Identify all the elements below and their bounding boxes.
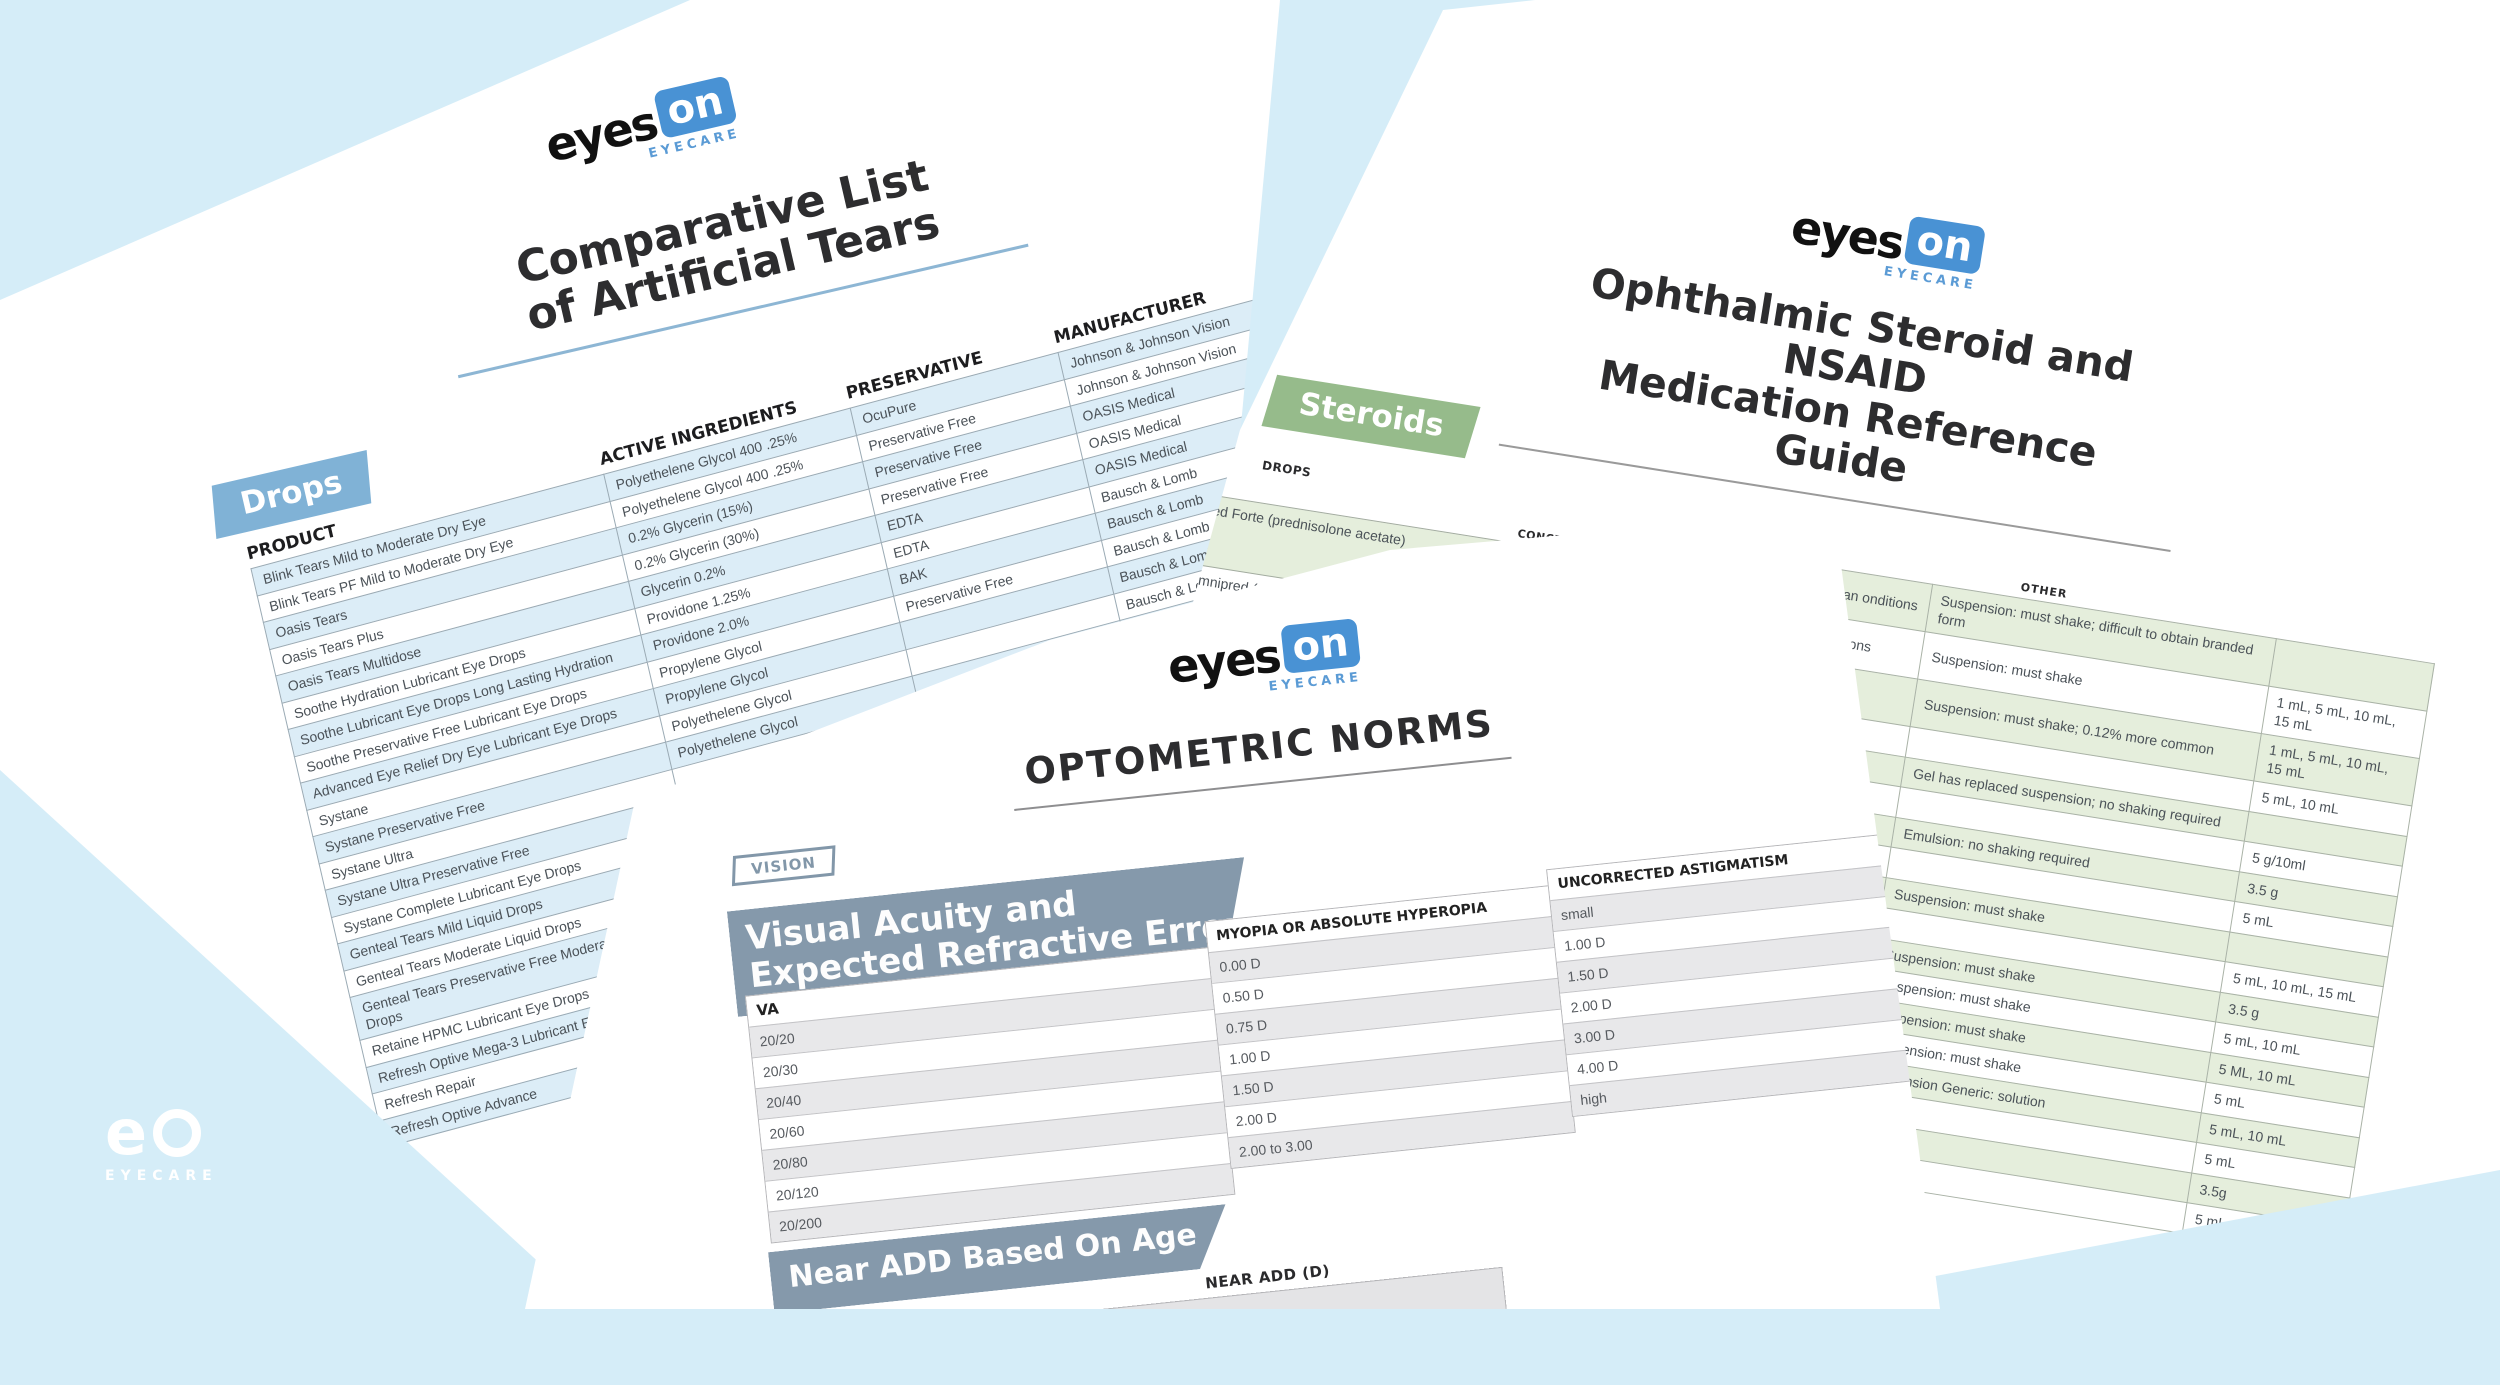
va-column: VA 20/20 20/30 20/40 20/60 20/80 20/120 … bbox=[744, 947, 1236, 1244]
steroids-section-label-text: Steroids bbox=[1296, 385, 1447, 445]
corner-logo-tagline: EYECARE bbox=[105, 1167, 218, 1184]
drops-section-label-text: Drops bbox=[237, 463, 346, 523]
logo-on-badge: on bbox=[1903, 215, 1986, 275]
logo-on-badge: on bbox=[1280, 618, 1361, 674]
eyeson-logo: eyes on EYECARE bbox=[1786, 197, 1986, 294]
logo-wordmark: eyes bbox=[1787, 199, 1907, 271]
eyeson-corner-logo: e EYECARE bbox=[105, 1096, 218, 1184]
eo-mark-o bbox=[153, 1108, 202, 1157]
eyeson-logo: eyes on EYECARE bbox=[540, 75, 742, 183]
vision-tag: VISION bbox=[731, 845, 836, 887]
vision-tag-text: VISION bbox=[750, 853, 817, 879]
eyeson-logo: eyes on EYECARE bbox=[1165, 618, 1363, 705]
norms-title-block: OPTOMETRIC NORMS bbox=[998, 701, 1521, 812]
myopia-column: MYOPIA OR ABSOLUTE HYPEROPIA 0.00 D 0.50… bbox=[1204, 885, 1576, 1170]
logo-wordmark: eyes bbox=[1165, 628, 1283, 695]
norms-title: OPTOMETRIC NORMS bbox=[1022, 701, 1496, 794]
eo-mark-e: e bbox=[105, 1096, 148, 1169]
eo-mark: e bbox=[105, 1096, 218, 1169]
tears-title-block: Comparative List of Artificial Tears bbox=[457, 141, 1029, 378]
hero-image: { "brand": { "name_bold": "eyes", "name_… bbox=[0, 0, 2500, 1309]
astigmatism-column: UNCORRECTED ASTIGMATISM small 1.00 D 1.5… bbox=[1546, 833, 1913, 1118]
